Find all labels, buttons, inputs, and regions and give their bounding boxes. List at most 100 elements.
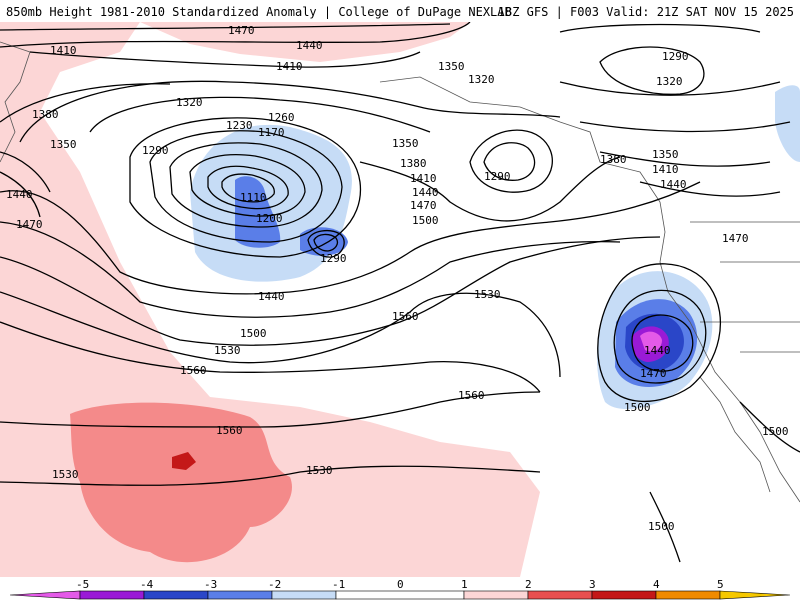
magenta-anomaly-core xyxy=(640,331,662,352)
contour-1530 xyxy=(0,291,561,378)
contour-label: 1350 xyxy=(652,148,679,161)
colorbar-bin-pos2 xyxy=(527,590,593,600)
low-ring-4 xyxy=(189,154,306,217)
contour-label: 1380 xyxy=(32,108,59,121)
colorbar-bin-pos4 xyxy=(655,590,721,600)
map-header: 850mb Height 1981-2010 Standardized Anom… xyxy=(0,0,800,22)
contour-northeast-lines xyxy=(559,81,791,197)
red-anomaly-center xyxy=(70,402,292,563)
contour-label: 1320 xyxy=(468,73,495,86)
colorbar-bin-neg4 xyxy=(79,590,145,600)
colorbar-right-arrow xyxy=(719,590,791,600)
lightblue-anomaly-northeast xyxy=(775,85,800,162)
colorbar-tick: 2 xyxy=(525,578,532,591)
low-ring-5 xyxy=(207,165,289,210)
contour-label: 1530 xyxy=(306,464,333,477)
contour-1500-east xyxy=(649,401,800,563)
contour-label: 1110 xyxy=(240,191,267,204)
contour-label: 1470 xyxy=(410,199,437,212)
colorbar-tick: -2 xyxy=(268,578,281,591)
contour-1440-cutoff-1 xyxy=(597,263,722,403)
contour-label: 1320 xyxy=(176,96,203,109)
baja-coast xyxy=(699,376,771,493)
contour-label: 1350 xyxy=(392,137,419,150)
colorbar-bin-neg3 xyxy=(143,590,209,600)
colorbar-bin-neg1 xyxy=(271,590,337,600)
contour-label: 1560 xyxy=(180,364,207,377)
map-title: 850mb Height 1981-2010 Standardized Anom… xyxy=(6,5,512,19)
contour-label: 1440 xyxy=(660,178,687,191)
low-ring-6 xyxy=(221,173,275,203)
contour-label: 1290 xyxy=(662,50,689,63)
colorbar-tick: 4 xyxy=(653,578,660,591)
map-panel[interactable]: 1470 1440 1410 1350 1320 1290 1320 1410 … xyxy=(0,22,800,577)
small-low-rings xyxy=(307,229,345,258)
contour-1440 xyxy=(0,181,701,295)
colorbar-bin-zero xyxy=(335,590,465,600)
land-outlines xyxy=(0,41,800,503)
contour-1290-northeast xyxy=(559,23,761,95)
contour-1440-cutoff-2 xyxy=(613,289,707,384)
contour-label: 1290 xyxy=(320,252,347,265)
contour-label: 1320 xyxy=(656,75,683,88)
contour-label: 1500 xyxy=(762,425,789,438)
contour-top-1470 xyxy=(0,23,451,31)
north-america-west-coast xyxy=(659,201,800,503)
contour-label: 1500 xyxy=(240,327,267,340)
contour-label: 1200 xyxy=(256,212,283,225)
contour-label: 1500 xyxy=(624,401,651,414)
anomaly-colorbar: -5 -4 -3 -2 -1 0 1 2 3 4 5 xyxy=(0,577,800,600)
alaska-coast xyxy=(379,76,661,203)
contour-label: 1350 xyxy=(438,60,465,73)
contour-top-1440 xyxy=(0,22,471,48)
contour-label: 1290 xyxy=(484,170,511,183)
colorbar-tick: -3 xyxy=(204,578,217,591)
contour-label: 1530 xyxy=(474,288,501,301)
contour-label: 1470 xyxy=(16,218,43,231)
contour-label: 1170 xyxy=(258,126,285,139)
colorbar-tick: -4 xyxy=(140,578,154,591)
contour-labels: 1470 1440 1410 1350 1320 1290 1320 1410 … xyxy=(6,24,789,533)
contour-1560-south xyxy=(0,391,541,428)
contour-1470 xyxy=(0,221,621,318)
contour-1440-cutoff-3 xyxy=(631,314,694,372)
contour-top-1410 xyxy=(29,51,421,68)
contour-label: 1440 xyxy=(258,290,285,303)
contour-label: 1470 xyxy=(722,232,749,245)
contour-label: 1530 xyxy=(214,344,241,357)
model-valid-time: 18Z GFS | F003 Valid: 21Z SAT NOV 15 202… xyxy=(497,5,794,19)
colorbar-tick: 5 xyxy=(717,578,724,591)
colorbar-tick: -1 xyxy=(332,578,345,591)
colorbar-bin-neg2 xyxy=(207,590,273,600)
colorbar-tick: 1 xyxy=(461,578,468,591)
contour-1560 xyxy=(0,321,541,393)
contour-label: 1440 xyxy=(296,39,323,52)
siberia-coast xyxy=(0,41,31,163)
contour-label: 1440 xyxy=(412,186,439,199)
contour-label: 1560 xyxy=(392,310,419,323)
contour-label: 1260 xyxy=(268,111,295,124)
contour-label: 1410 xyxy=(410,172,437,185)
low-ring-1 xyxy=(129,117,362,258)
west-pacific-contours xyxy=(0,151,51,218)
border-lines xyxy=(690,221,800,353)
contour-label: 1560 xyxy=(216,424,243,437)
contour-label: 1410 xyxy=(276,60,303,73)
contour-label: 1560 xyxy=(458,389,485,402)
contour-label: 1440 xyxy=(644,344,671,357)
contour-label: 1380 xyxy=(400,157,427,170)
contour-1320 xyxy=(89,96,431,133)
colorbar-bin-pos3 xyxy=(591,590,657,600)
contour-1290-alaska xyxy=(469,129,553,193)
darkred-anomaly-core xyxy=(172,452,196,470)
contour-1530-south xyxy=(0,465,541,486)
contour-1350-outer xyxy=(19,80,561,143)
contour-label: 1440 xyxy=(6,188,33,201)
contour-label: 1500 xyxy=(648,520,675,533)
contour-label: 1380 xyxy=(600,153,627,166)
contour-label: 1230 xyxy=(226,119,253,132)
contour-label: 1350 xyxy=(50,138,77,151)
contour-label: 1410 xyxy=(652,163,679,176)
colorbar-tick: 3 xyxy=(589,578,596,591)
map-canvas: 1470 1440 1410 1350 1320 1290 1320 1410 … xyxy=(0,22,800,577)
